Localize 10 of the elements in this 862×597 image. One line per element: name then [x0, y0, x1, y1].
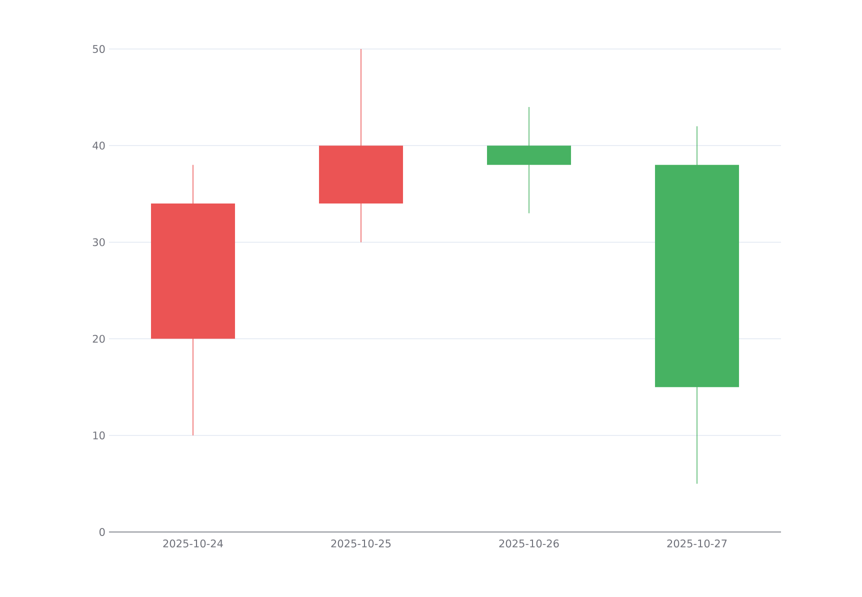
x-tick-label: 2025-10-25: [331, 540, 391, 548]
y-tick-label: 40: [92, 142, 105, 150]
y-tick-label: 20: [92, 334, 105, 343]
x-tick-label: 2025-10-27: [667, 540, 727, 548]
y-tick-label: 50: [92, 45, 105, 53]
y-tick-label: 10: [93, 431, 105, 440]
y-tick-label: 30: [92, 238, 105, 246]
x-tick-label: 2025-10-26: [499, 540, 559, 548]
x-tick-label: 2025-10-24: [163, 540, 223, 548]
y-tick-label: 0: [99, 528, 105, 536]
